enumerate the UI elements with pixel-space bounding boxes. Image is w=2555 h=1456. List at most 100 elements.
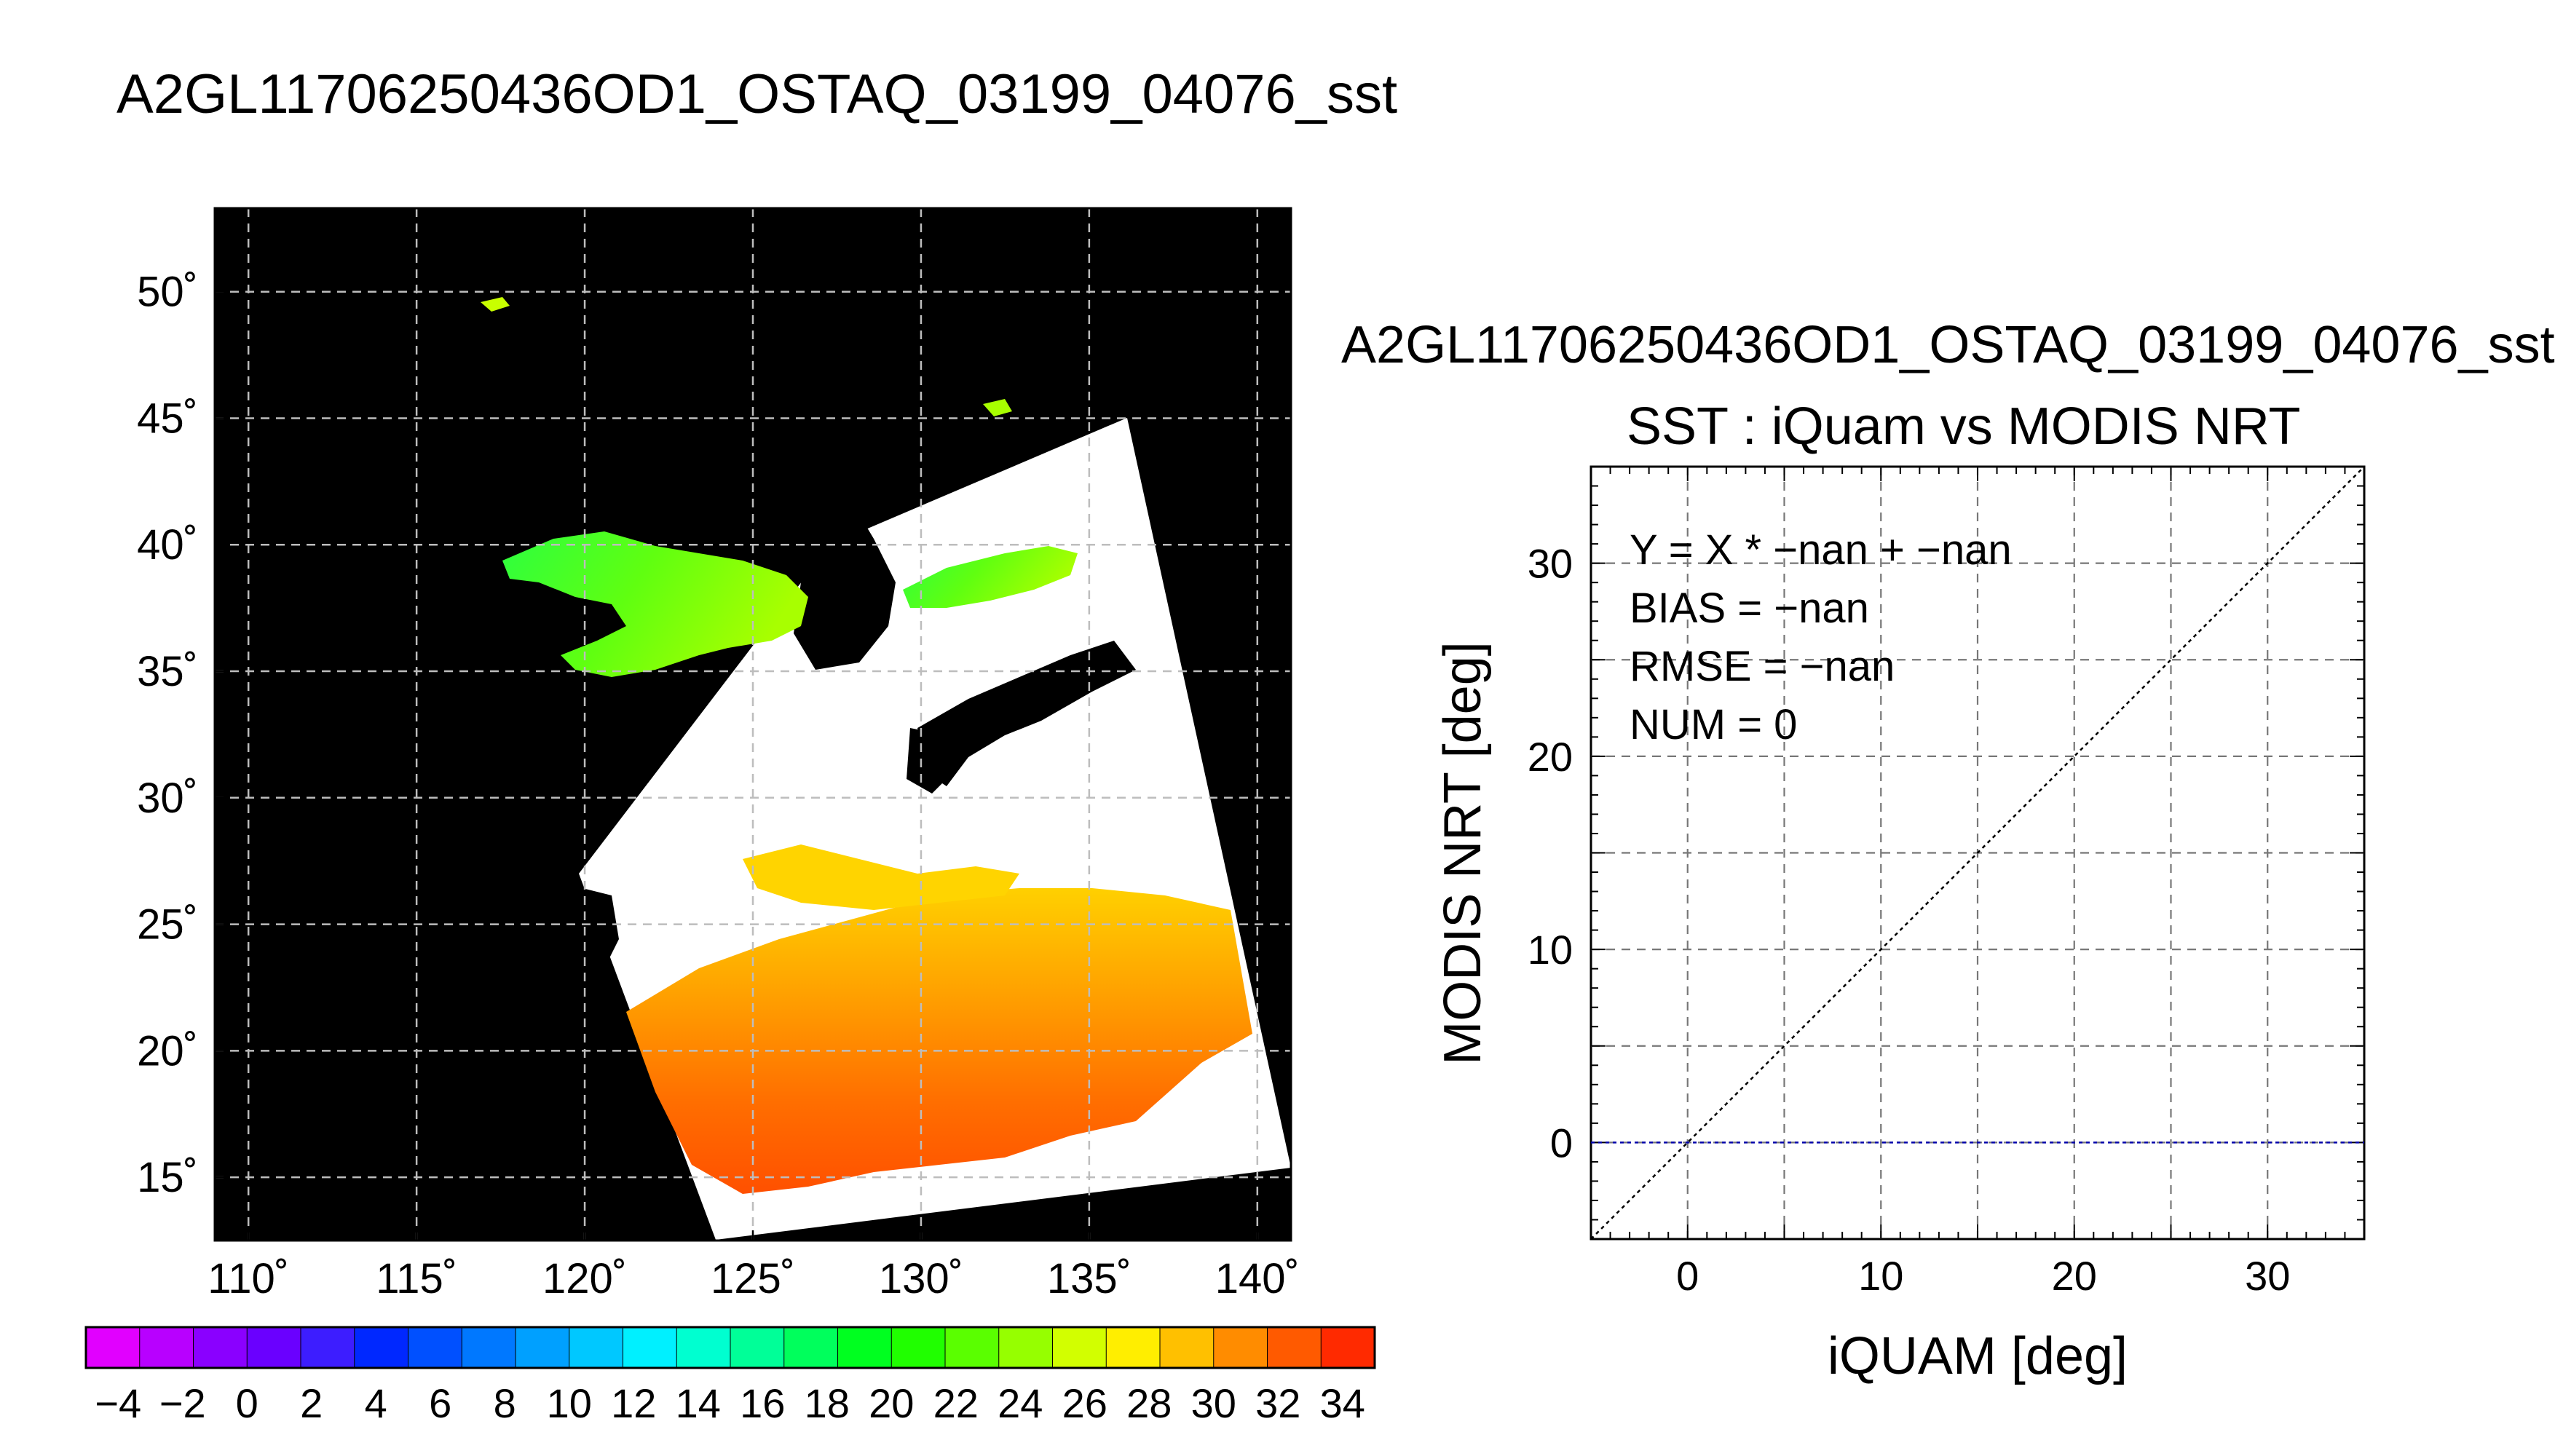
scatter-y-tick-label: 30 [1528, 541, 1573, 587]
map-y-tick-label: 20˚ [137, 1027, 198, 1075]
colorbar-swatch [461, 1326, 516, 1369]
colorbar: −4 −2 0 2 4 6 8 10 12 14 16 18 20 22 24 26 28 30 32 34 [84, 1326, 1376, 1426]
map-grid [215, 208, 1291, 1241]
south-sea-sst [626, 888, 1252, 1194]
colorbar-tick-label: 12 [611, 1380, 656, 1426]
scatter-minor-ticks [1590, 466, 2365, 1240]
colorbar-swatch [944, 1326, 1000, 1369]
map-y-tick-label: 30˚ [137, 775, 198, 822]
north-sst-patch [481, 297, 510, 312]
colorbar-frame [84, 1326, 1376, 1369]
colorbar-tick-label: 16 [740, 1380, 785, 1426]
colorbar-swatch [515, 1326, 570, 1369]
east-sea-sst [903, 546, 1078, 608]
colorbar-tick-label: 30 [1191, 1380, 1236, 1426]
colorbar-tick-label: 24 [998, 1380, 1043, 1426]
map-x-tick-label: 130˚ [879, 1255, 963, 1302]
map-y-tick-label: 35˚ [137, 648, 198, 695]
colorbar-swatch [891, 1326, 946, 1369]
map-x-tick-label: 125˚ [711, 1255, 795, 1302]
sst-scatter: 0 10 20 30 0 10 20 30 Y = X * −nan + −nan BIAS … [1434, 465, 2366, 1385]
okhotsk-sst [983, 399, 1012, 416]
stats-annotation: Y = X * −nan + −nan [1630, 526, 2012, 574]
map-y-tick-label: 40˚ [137, 521, 198, 569]
scatter-x-tick-label: 0 [1676, 1253, 1699, 1299]
map-x-tick-label: 115˚ [376, 1255, 457, 1302]
colorbar-tick-label: 32 [1255, 1380, 1300, 1426]
colorbar-swatch [676, 1326, 731, 1369]
scatter-y-axis: 0 10 20 30 [1528, 541, 1573, 1166]
map-title: A2GL11706250436OD1_OSTAQ_03199_04076_sst [117, 63, 1398, 125]
map-y-tick-label: 25˚ [137, 901, 198, 949]
colorbar-swatch [569, 1326, 624, 1369]
japan-land [917, 641, 1136, 786]
colorbar-swatch [1052, 1326, 1107, 1369]
map-y-tick-label: 15˚ [137, 1154, 198, 1201]
one-to-one-line [1590, 466, 2365, 1240]
map-x-tick-label: 140˚ [1215, 1255, 1300, 1302]
colorbar-swatch [1267, 1326, 1322, 1369]
colorbar-tick-label: 22 [933, 1380, 979, 1426]
colorbar-swatch [623, 1326, 678, 1369]
sst-map: 110˚ 115˚ 120˚ 125˚ 130˚ 135˚ 140˚ 50˚ 45˚ 40˚ 35… [137, 207, 1300, 1302]
yellow-sea-sst [502, 531, 808, 677]
map-x-tick-label: 110˚ [208, 1255, 289, 1302]
scatter-x-label: iQUAM [deg] [1828, 1327, 2128, 1385]
scatter-x-tick-label: 20 [2052, 1253, 2097, 1299]
colorbar-swatch [783, 1326, 839, 1369]
colorbar-tick-label: 10 [547, 1380, 592, 1426]
map-frame [213, 207, 1292, 1242]
colorbar-swatch [730, 1326, 785, 1369]
colorbar-swatch [1320, 1326, 1375, 1369]
colorbar-swatch [139, 1326, 194, 1369]
colorbar-tick-label: 6 [429, 1380, 451, 1426]
colorbar-tick-label: 34 [1320, 1380, 1365, 1426]
subtropic-sst [743, 844, 1019, 910]
colorbar-swatch [1105, 1326, 1161, 1369]
colorbar-tick-label: 28 [1126, 1380, 1172, 1426]
scatter-y-tick-label: 20 [1528, 734, 1573, 780]
colorbar-tick-label: −4 [95, 1380, 141, 1426]
map-x-axis: 110˚ 115˚ 120˚ 125˚ 130˚ 135˚ 140˚ [208, 1230, 1300, 1302]
map-y-axis: 50˚ 45˚ 40˚ 35˚ 30˚ 25˚ 20˚ 15˚ [137, 269, 225, 1201]
stats-annotation: BIAS = −nan [1630, 585, 1869, 632]
colorbar-tick-label: 20 [869, 1380, 914, 1426]
scatter-x-tick-label: 30 [2245, 1253, 2290, 1299]
colorbar-tick-label: 26 [1062, 1380, 1107, 1426]
scatter-y-label: MODIS NRT [deg] [1434, 641, 1492, 1065]
map-y-tick-label: 50˚ [137, 269, 198, 316]
colorbar-swatch [193, 1326, 248, 1369]
colorbar-swatch [408, 1326, 463, 1369]
scatter-x-tick-label: 10 [1858, 1253, 1903, 1299]
scatter-title: A2GL11706250436OD1_OSTAQ_03199_04076_sst [1341, 316, 2555, 374]
colorbar-swatch [354, 1326, 409, 1369]
map-x-tick-label: 120˚ [542, 1255, 627, 1302]
map-x-tick-label: 135˚ [1047, 1255, 1132, 1302]
colorbar-swatch [85, 1326, 141, 1369]
scatter-grid [1591, 467, 2364, 1239]
stats-annotation: RMSE = −nan [1630, 643, 1895, 690]
colorbar-tick-label: 8 [494, 1380, 516, 1426]
scatter-subtitle: SST : iQuam vs MODIS NRT [1627, 397, 2301, 456]
colorbar-tick-label: 2 [300, 1380, 323, 1426]
colorbar-tick-label: 0 [236, 1380, 258, 1426]
map-y-tick-label: 45˚ [137, 395, 198, 442]
colorbar-tick-label: −2 [159, 1380, 206, 1426]
taiwan-land [583, 888, 619, 968]
stats-annotations: Y = X * −nan + −nan BIAS = −nan RMSE = −na… [1630, 526, 2012, 748]
scatter-y-tick-label: 10 [1528, 927, 1573, 973]
scatter-x-axis: 0 10 20 30 [1676, 1253, 2290, 1299]
colorbar-tick-label: 18 [805, 1380, 850, 1426]
colorbar-swatch [1159, 1326, 1215, 1369]
colorbar-swatch [300, 1326, 355, 1369]
colorbar-tick-label: 4 [365, 1380, 387, 1426]
colorbar-swatch [837, 1326, 893, 1369]
colorbar-labels: −4 −2 0 2 4 6 8 10 12 14 16 18 20 22 24 26 28 30 32 34 [95, 1380, 1365, 1426]
stats-annotation: NUM = 0 [1630, 701, 1797, 748]
kyushu-land [907, 728, 954, 794]
colorbar-tick-label: 14 [676, 1380, 721, 1426]
scatter-y-tick-label: 0 [1550, 1120, 1573, 1166]
colorbar-swatch [998, 1326, 1054, 1369]
colorbar-swatch [1213, 1326, 1268, 1369]
